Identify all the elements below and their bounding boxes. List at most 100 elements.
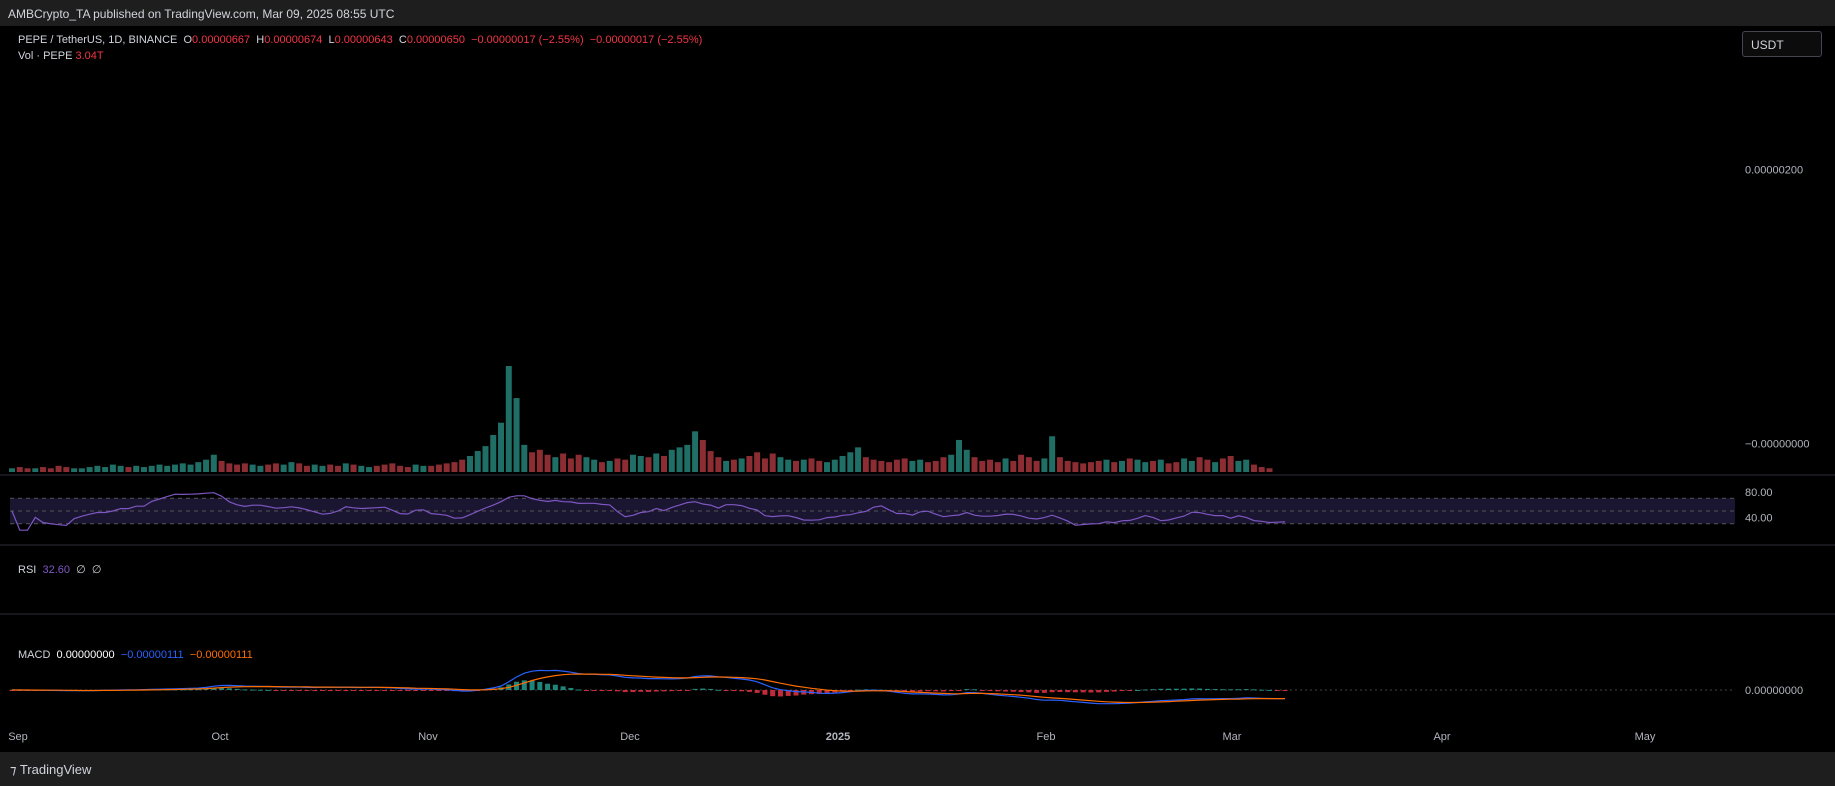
rsi-legend: RSI 32.60 ∅ ∅ [18, 563, 101, 576]
macd-hist-bar [343, 690, 349, 691]
macd-hist-bar [413, 690, 419, 691]
macd-hist-bar [351, 690, 357, 691]
volume-bar [1041, 458, 1048, 472]
volume-bar [738, 458, 745, 472]
volume-bar [466, 455, 473, 472]
volume-bar [156, 464, 163, 472]
ohlc-legend: PEPE / TetherUS, 1D, BINANCE O0.00000667… [18, 34, 702, 46]
volume-bar [164, 465, 171, 472]
volume-bar [513, 398, 520, 472]
currency-button[interactable]: USDT [1742, 31, 1822, 57]
volume-bar [808, 458, 815, 472]
x-tick-label: Nov [418, 731, 438, 743]
brand-label: TradingView [19, 762, 92, 777]
chart-frame[interactable]: 0.000028000.000026000.000024000.00002200… [0, 26, 1835, 752]
volume-bar [886, 462, 893, 472]
tradingview-logo[interactable]: ⁊ TradingView [10, 762, 92, 777]
macd-hist-bar [1018, 690, 1024, 693]
volume-bar [342, 463, 349, 472]
volume-bar [280, 464, 287, 472]
volume-bar [544, 454, 551, 472]
volume-bar [125, 467, 132, 472]
volume-bar [94, 465, 101, 472]
volume-bar [1103, 459, 1110, 472]
volume-bar [622, 459, 629, 472]
macd-hist-bar [785, 690, 791, 696]
volume-bar [552, 457, 559, 472]
volume-bar [839, 455, 846, 472]
macd-hist-bar [793, 690, 799, 696]
macd-hist-bar [219, 687, 225, 690]
volume-bar [1157, 459, 1164, 472]
macd-hist-bar [242, 689, 248, 691]
macd-hist-bar [1142, 689, 1148, 691]
x-tick-label: Apr [1433, 731, 1450, 743]
macd-hist-bar [917, 690, 923, 692]
rsi-empty-1: ∅ [76, 564, 86, 576]
macd-hist-bar [630, 690, 636, 693]
volume-bar [358, 465, 365, 472]
volume-bar [699, 439, 706, 472]
macd-hist-bar [669, 690, 675, 692]
volume-bar [366, 467, 373, 472]
open-label: O [183, 34, 193, 46]
macd-hist-bar [203, 688, 209, 690]
volume-bar [86, 467, 93, 472]
volume-bar [1080, 463, 1087, 472]
volume-label[interactable]: Vol · PEPE [18, 50, 73, 62]
volume-bar [249, 464, 256, 472]
volume-bar [785, 459, 792, 472]
macd-hist-bar [614, 690, 620, 692]
macd-hist-bar [591, 690, 597, 691]
macd-hist-bar [1049, 690, 1055, 693]
volume-bar [661, 455, 668, 472]
macd-hist-bar [1135, 689, 1141, 691]
macd-hist-bar [1251, 689, 1257, 691]
macd-hist-bar [777, 690, 783, 697]
macd-hist-bar [288, 690, 294, 691]
macd-hist-bar [1197, 688, 1203, 690]
volume-bar [901, 458, 908, 472]
footer-bar: ⁊ TradingView [0, 752, 1835, 786]
volume-bar [319, 465, 326, 472]
macd-label[interactable]: MACD [18, 649, 51, 661]
chart-svg[interactable]: 0.000028000.000026000.000024000.00002200… [0, 26, 1835, 752]
volume-bar [723, 460, 730, 472]
macd-hist-bar [824, 690, 830, 694]
volume-bar [241, 463, 248, 472]
low-value: 0.00000643 [334, 34, 393, 46]
symbol-label[interactable]: PEPE / TetherUS, 1D, BINANCE [18, 34, 178, 46]
volume-bar [47, 468, 54, 472]
rsi-label[interactable]: RSI [18, 564, 37, 576]
x-tick-label: Feb [1037, 731, 1056, 743]
macd-hist-bar [1259, 689, 1265, 691]
volume-bar [598, 462, 605, 472]
volume-bar [855, 447, 862, 472]
volume-bar [381, 464, 388, 472]
macd-hist-bar [700, 688, 706, 690]
volume-bar [777, 457, 784, 472]
volume-bar [963, 449, 970, 472]
rsi-tick-label: 80.00 [1745, 487, 1773, 499]
volume-bar [1111, 462, 1118, 472]
volume-bar [428, 465, 435, 472]
volume-bar [55, 465, 62, 472]
volume-bar [676, 447, 683, 472]
macd-hist-bar [692, 688, 698, 690]
rsi-empty-2: ∅ [91, 564, 102, 576]
macd-legend: MACD 0.00000000 −0.00000111 −0.00000111 [18, 649, 253, 661]
volume-bar [979, 460, 986, 472]
volume-bar [668, 449, 675, 472]
y-tick-label: −0.00000000 [1745, 439, 1810, 451]
volume-bar [932, 460, 939, 472]
publisher-bar: AMBCrypto_TA published on TradingView.co… [0, 0, 1835, 26]
x-tick-label: Dec [620, 731, 640, 743]
macd-hist-bar [1266, 689, 1272, 691]
macd-hist-bar [1003, 690, 1009, 692]
volume-bar [1126, 458, 1133, 472]
macd-hist-bar [521, 680, 527, 690]
volume-bar [1235, 460, 1242, 472]
macd-hist-bar [327, 690, 333, 691]
macd-hist-bar [1181, 688, 1187, 690]
macd-hist-bar [583, 690, 589, 691]
